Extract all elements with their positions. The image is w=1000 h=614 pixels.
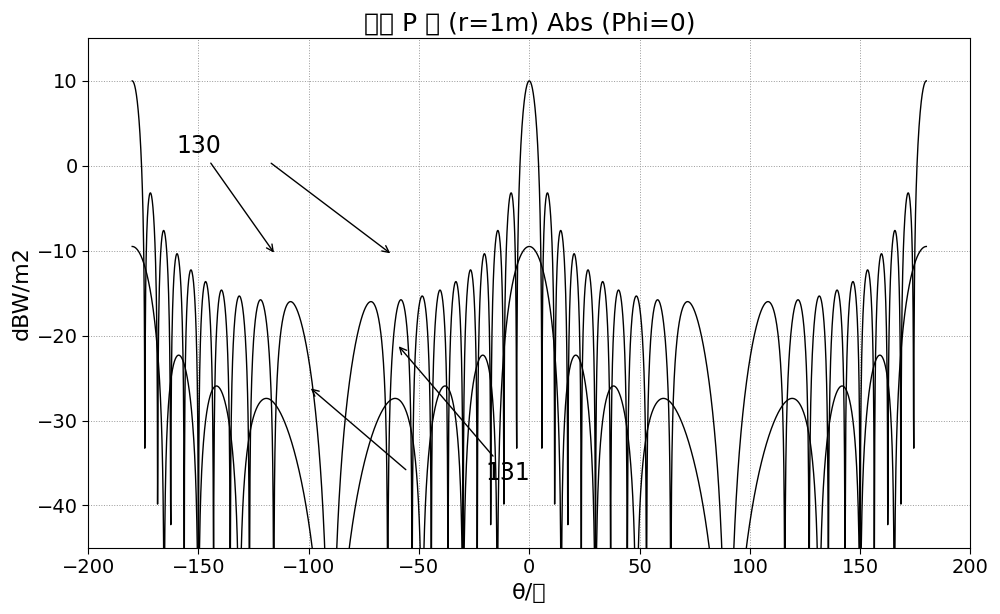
X-axis label: θ/度: θ/度	[512, 583, 547, 603]
Title: 远场 P 场 (r=1m) Abs (Phi=0): 远场 P 场 (r=1m) Abs (Phi=0)	[364, 11, 695, 35]
Text: 131: 131	[400, 348, 530, 485]
Text: 130: 130	[176, 134, 273, 252]
Y-axis label: dBW/m2: dBW/m2	[11, 246, 31, 340]
